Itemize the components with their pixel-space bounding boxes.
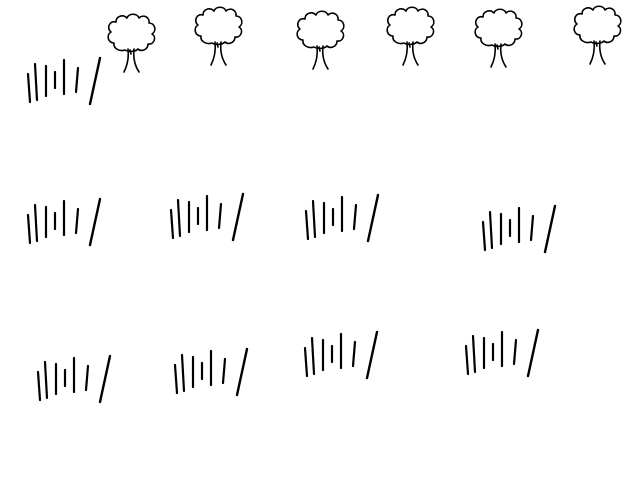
- grass-blade: [464, 344, 470, 376]
- grass-blade: [74, 66, 80, 94]
- tree-trunk: [402, 41, 419, 66]
- tree-icon: [573, 5, 622, 65]
- grass-blade: [221, 357, 227, 385]
- grass-blade: [481, 220, 487, 252]
- tree-trunk: [589, 40, 606, 65]
- grass-blade: [304, 209, 310, 241]
- grass-tuft-icon: [304, 193, 380, 243]
- grass-blade: [74, 207, 80, 235]
- tree-trunk: [123, 48, 140, 73]
- tree-icon: [474, 8, 523, 68]
- tree-crown: [573, 5, 622, 45]
- tree-crown: [107, 13, 156, 53]
- grass-tuft-icon: [303, 330, 379, 380]
- grass-blade: [471, 334, 477, 374]
- grass-blade: [26, 213, 32, 245]
- grass-blade: [351, 340, 357, 368]
- grass-tuft-icon: [173, 347, 249, 397]
- grass-blade: [26, 72, 32, 104]
- grass-tuft-icon: [26, 197, 102, 247]
- grass-blade: [33, 62, 39, 102]
- grass-blade: [543, 204, 557, 254]
- grass-blade: [366, 193, 380, 243]
- tree-crown: [194, 6, 243, 46]
- tree-crown: [474, 8, 523, 48]
- grass-blade: [235, 347, 249, 397]
- grass-blade: [88, 197, 102, 247]
- grass-blade: [98, 354, 112, 404]
- grass-blade: [311, 199, 317, 239]
- tree-icon: [386, 6, 435, 66]
- grass-blade: [217, 202, 223, 230]
- grass-blade: [173, 363, 179, 395]
- tree-crown: [386, 6, 435, 46]
- grass-blade: [352, 203, 358, 231]
- tree-trunk: [312, 45, 329, 70]
- tree-trunk: [210, 41, 227, 66]
- grass-tuft-icon: [169, 192, 245, 242]
- grass-tuft-icon: [26, 56, 102, 106]
- grass-layer: [26, 56, 557, 404]
- grass-blade: [180, 353, 186, 393]
- trees-layer: [107, 5, 622, 73]
- grass-tuft-icon: [36, 354, 112, 404]
- grass-blade: [526, 328, 540, 378]
- grass-blade: [88, 56, 102, 106]
- tree-icon: [194, 6, 243, 66]
- grass-blade: [169, 208, 175, 240]
- grass-blade: [303, 346, 309, 378]
- tree-trunk: [490, 43, 507, 68]
- tree-icon: [296, 10, 345, 70]
- grass-blade: [231, 192, 245, 242]
- tree-icon: [107, 13, 156, 73]
- grass-blade: [512, 338, 518, 366]
- grass-tuft-icon: [481, 204, 557, 254]
- grass-blade: [84, 364, 90, 392]
- grass-blade: [33, 203, 39, 243]
- grass-blade: [43, 360, 49, 400]
- grass-blade: [488, 210, 494, 250]
- grass-blade: [176, 198, 182, 238]
- grass-blade: [529, 214, 535, 242]
- grass-blade: [36, 370, 42, 402]
- tree-crown: [296, 10, 345, 50]
- grass-tuft-icon: [464, 328, 540, 378]
- grass-blade: [365, 330, 379, 380]
- grass-blade: [310, 336, 316, 376]
